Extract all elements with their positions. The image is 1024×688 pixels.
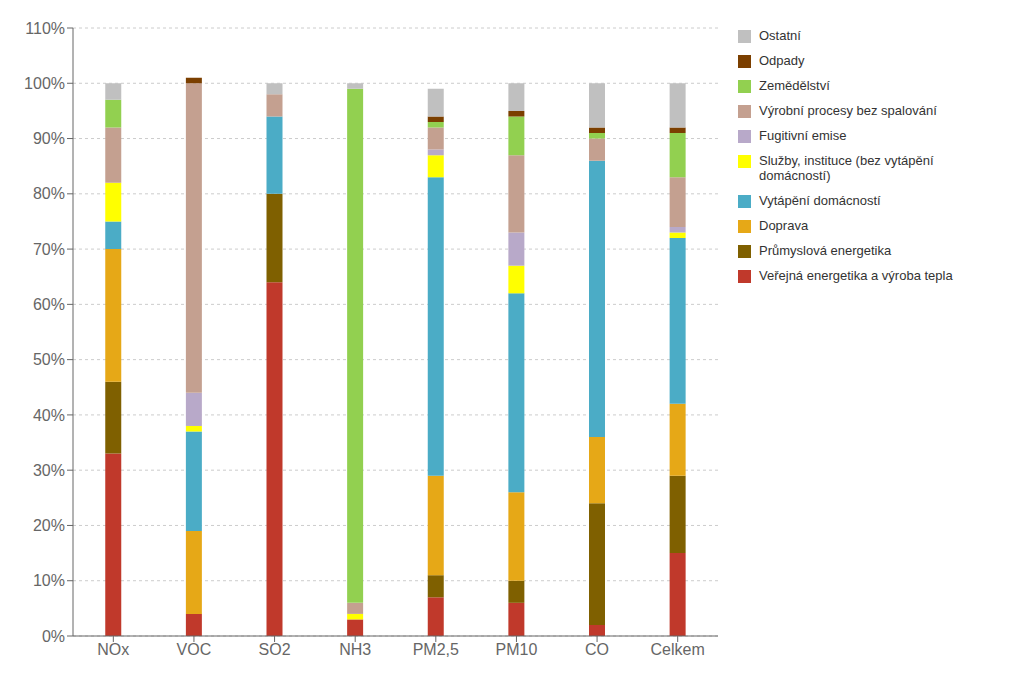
svg-text:40%: 40% (33, 407, 65, 424)
svg-text:SO2: SO2 (259, 641, 291, 658)
svg-text:0%: 0% (42, 628, 65, 645)
html-text:Doprava: Doprava (759, 218, 809, 233)
html-text:domácností): domácností) (759, 168, 831, 183)
svg-text:90%: 90% (33, 130, 65, 147)
svg-text:Celkem: Celkem (651, 641, 705, 658)
html-text:Průmyslová energetika: Průmyslová energetika (759, 243, 892, 258)
html-text:Zemědělství: Zemědělství (759, 78, 830, 93)
svg-text:PM2,5: PM2,5 (413, 641, 459, 658)
html-text:Odpady: Odpady (759, 53, 805, 68)
svg-text:110%: 110% (25, 20, 65, 37)
html-text:Ostatní: Ostatní (759, 28, 801, 43)
svg-text:50%: 50% (33, 351, 65, 368)
svg-text:10%: 10% (33, 572, 65, 589)
svg-text:60%: 60% (33, 296, 65, 313)
svg-text:80%: 80% (33, 185, 65, 202)
html-text:Fugitivní emise: Fugitivní emise (759, 128, 847, 143)
svg-text:30%: 30% (33, 462, 65, 479)
svg-text:70%: 70% (33, 241, 65, 258)
html-text:Služby, instituce (bez vytápěn: Služby, instituce (bez vytápění (759, 153, 934, 168)
svg-text:NOx: NOx (97, 641, 129, 658)
html-text:Veřejná energetika a výroba te: Veřejná energetika a výroba tepla (759, 268, 953, 283)
svg-text:100%: 100% (24, 75, 65, 92)
svg-text:VOC: VOC (177, 641, 212, 658)
svg-text:PM10: PM10 (496, 641, 538, 658)
svg-text:CO: CO (585, 641, 609, 658)
html-text:Výrobní procesy bez spalování: Výrobní procesy bez spalování (759, 103, 937, 118)
svg-text:20%: 20% (33, 517, 65, 534)
svg-text:NH3: NH3 (339, 641, 371, 658)
html-text:Vytápění domácností: Vytápění domácností (759, 193, 881, 208)
